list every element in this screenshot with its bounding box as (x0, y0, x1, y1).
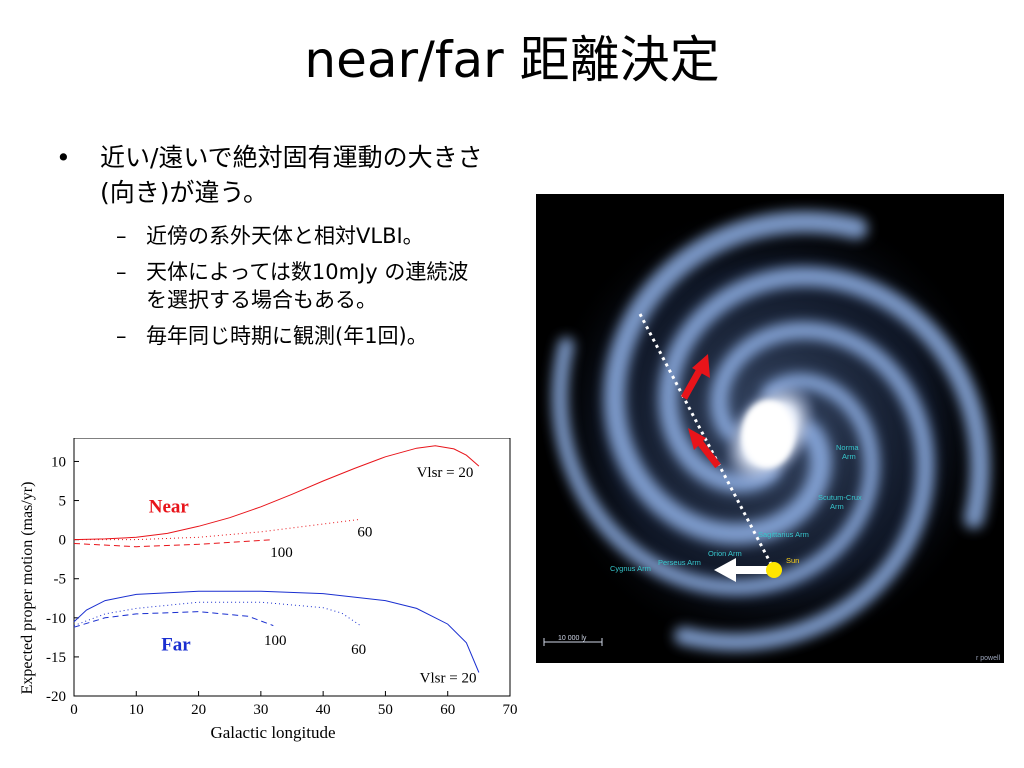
bullet-main: • 近い/遠いで絶対固有運動の大きさ(向き)が違う。 (56, 140, 496, 210)
x-axis-label: Galactic longitude (210, 723, 335, 742)
plot-frame (73, 437, 511, 697)
curve-annotation: 60 (351, 642, 366, 658)
far-dashed-series-line (73, 611, 274, 628)
x-tick-label: 20 (191, 702, 206, 718)
sub-bullet-dash: – (116, 224, 127, 248)
sub-bullet-text: 天体によっては数10mJy の連続波を選択する場合もある。 (146, 260, 469, 312)
x-tick-label: 70 (503, 702, 518, 718)
x-tick-label: 10 (129, 702, 144, 718)
curve-annotation: Vlsr = 20 (417, 465, 474, 481)
sub-bullet-dash: – (116, 324, 127, 348)
sub-bullet-text: 毎年同じ時期に観測(年1回)。 (146, 324, 428, 348)
sub-bullet-dash: – (116, 260, 127, 284)
x-tick-label: 30 (253, 702, 268, 718)
x-tick-label: 40 (316, 702, 331, 718)
label-norma: Norma Arm (836, 443, 859, 461)
x-tick-label: 0 (70, 702, 78, 718)
slide-title: near/far 距離決定 (304, 31, 720, 89)
y-tick-label: 0 (59, 533, 67, 549)
bullet-main-text: 近い/遠いで絶対固有運動の大きさ(向き)が違う。 (100, 143, 483, 207)
label-scutum: Scutum-Crux Arm (818, 493, 862, 511)
milky-way-image: Norma Arm Scutum-Crux Arm Sagittarius Arm … (536, 194, 1004, 663)
near-solid-series-line (73, 445, 480, 541)
y-tick-label: 10 (51, 454, 66, 470)
milky-way-illustration: Norma Arm Scutum-Crux Arm Sagittarius Arm … (540, 198, 1001, 662)
arrow-sun-icon (714, 558, 768, 582)
y-axis-label: Expected proper motion (mas/yr) (19, 482, 36, 695)
legend-near: Near (149, 496, 190, 517)
label-perseus: Perseus Arm (658, 558, 701, 567)
arrow-near-icon (688, 428, 721, 469)
near-dashed-series-line (73, 539, 274, 548)
near-dotted-series-line (74, 518, 361, 541)
curve-annotation: 100 (270, 545, 293, 561)
y-tick-label: 5 (59, 494, 67, 510)
sub-bullet-text: 近傍の系外天体と相対VLBI。 (146, 224, 424, 248)
label-sun: Sun (786, 556, 799, 565)
spiral-arm (551, 337, 880, 596)
proper-motion-chart: 0 10 20 30 40 50 60 70 10 5 0 -5 -10 -15 -20 Vlsr = 2… (10, 437, 520, 747)
sub-bullet: – 近傍の系外天体と相対VLBI。 (56, 222, 496, 250)
galactic-core (742, 400, 794, 468)
bullet-dot: • (56, 143, 71, 172)
sun-marker (766, 562, 782, 578)
y-tick-label: -15 (46, 650, 66, 666)
spiral-arm (674, 321, 935, 652)
spiral-arm (603, 210, 868, 545)
legend-far: Far (161, 635, 191, 656)
sub-bullet: – 毎年同じ時期に観測(年1回)。 (56, 322, 496, 350)
far-solid-series-line (73, 590, 480, 673)
spiral-arm (658, 266, 991, 529)
bullet-list: • 近い/遠いで絶対固有運動の大きさ(向き)が違う。 – 近傍の系外天体と相対V… (56, 140, 496, 350)
x-tick-label: 50 (378, 702, 393, 718)
label-orion: Orion Arm (708, 549, 742, 558)
spiral-arms (551, 210, 991, 652)
credit-label: r powell (976, 655, 1001, 662)
scale-label: 10 000 ly (558, 635, 587, 642)
sub-bullet: – 天体によっては数10mJy の連続波を選択する場合もある。 (56, 258, 496, 314)
scale-bar: 10 000 ly (543, 635, 603, 646)
curve-annotation: 100 (264, 633, 287, 649)
far-dotted-series-line (73, 601, 361, 627)
curve-annotation: Vlsr = 20 (420, 671, 477, 687)
y-tick-label: -20 (46, 689, 66, 705)
y-tick-label: -10 (46, 611, 66, 627)
x-tick-label: 60 (440, 702, 455, 718)
label-cygnus: Cygnus Arm (610, 564, 651, 573)
label-sagittarius: Sagittarius Arm (758, 530, 809, 539)
arrow-far-icon (680, 354, 710, 400)
y-tick-label: -5 (54, 572, 67, 588)
line-of-sight (638, 313, 774, 567)
curve-annotation: 60 (357, 525, 372, 541)
